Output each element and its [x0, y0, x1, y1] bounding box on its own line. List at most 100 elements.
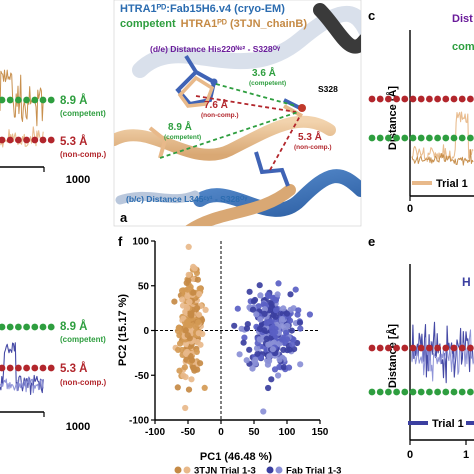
pca-point-fab: [244, 321, 251, 328]
panel-e-dot-green: [417, 388, 425, 396]
left-bottom-reference-dots: [0, 323, 55, 372]
left-top-dot-competent: [23, 96, 30, 104]
panel-e-dot-green: [376, 388, 384, 396]
pca-point-fab: [251, 296, 259, 304]
left-bottom-traces: [0, 342, 44, 396]
distance-76-label: (non-comp.): [201, 112, 239, 119]
pca-point-fab: [276, 356, 283, 363]
pca-point-3tjn: [171, 298, 178, 305]
left-top-trace-brown: [0, 69, 44, 127]
panel-c-trace-brown: [411, 149, 474, 166]
panel-c-x-tick-label-0: 0: [407, 203, 413, 215]
panel-e-dot-red: [442, 344, 450, 352]
left-bottom-competent-label: (competent): [60, 335, 106, 344]
left-bottom-dot-competent: [6, 323, 14, 331]
panel-e-ylabel: Distance [Å]: [386, 324, 399, 389]
pca-point-3tjn: [193, 348, 200, 355]
panel-e-dot-red: [368, 344, 376, 352]
ribbon-dark-top-right: [313, 3, 361, 54]
pca-y-tick-label: -100: [129, 416, 149, 427]
pca-point-3tjn: [180, 372, 187, 379]
pca-point-fab: [255, 303, 262, 310]
panel-c-dot-red: [458, 95, 466, 103]
panel-c-dot-green: [458, 134, 466, 142]
pca-point-fab: [268, 300, 275, 307]
legend-3tjn-dot-1: [174, 466, 182, 474]
panel-e-dot-red: [434, 344, 441, 352]
pca-point-3tjn: [174, 384, 181, 391]
pca-point-3tjn: [194, 305, 201, 312]
pca-point-fab: [287, 291, 294, 298]
panel-c-dot-red: [393, 95, 400, 103]
panel-c-dot-red: [385, 95, 392, 103]
pca-point-3tjn: [197, 341, 204, 348]
left-top-dot-noncomp: [39, 136, 47, 144]
pca-x-axis-label: PC1 (46.48 %): [200, 451, 272, 463]
pca-point-fab: [290, 336, 297, 343]
legend-fab-dot-2: [275, 466, 283, 474]
pca-point-3tjn: [174, 327, 182, 335]
left-bottom-dot-competent: [15, 323, 22, 331]
legend-3tjn-label: 3TJN Trial 1-3: [194, 466, 256, 474]
pca-point-3tjn: [182, 404, 189, 412]
panel-e-dot-red: [409, 344, 417, 352]
pca-point-fab: [283, 329, 290, 336]
structure-panel-a: HTRA1ᴾᴰ:Fab15H6.v4 (cryo-EM) competent HT…: [113, 0, 362, 227]
pca-point-fab: [249, 365, 256, 372]
pca-x-tick-label: 150: [312, 427, 329, 438]
panel-c-trace-tan: [411, 111, 474, 163]
panel-c-dot-green: [442, 134, 450, 142]
panel-c-dot-green: [426, 134, 433, 142]
panel-e-dot-green: [458, 388, 466, 396]
left-top-dot-competent: [31, 96, 39, 104]
pca-point-fab: [265, 384, 272, 392]
pca-point-fab: [246, 288, 253, 295]
pca-point-3tjn: [197, 360, 204, 367]
pca-point-fab: [263, 320, 270, 327]
panel-e-reference-dots: [368, 344, 474, 396]
pca-point-fab: [256, 336, 263, 343]
panel-c-competent-fragment: compe: [452, 41, 474, 53]
pca-point-3tjn: [202, 306, 209, 313]
panel-e-x-tick-label-0: 0: [407, 449, 413, 461]
left-bottom-dot-noncomp: [31, 364, 39, 372]
pca-y-tick-label: 50: [138, 281, 150, 292]
pca-point-fab: [274, 291, 281, 298]
left-bottom-trace-lavender: [0, 376, 44, 394]
left-top-dot-noncomp: [15, 136, 22, 144]
pca-point-3tjn: [184, 348, 191, 355]
left-bottom-noncomp-value: 5.3 Å: [60, 362, 88, 375]
panel-c-dot-red: [426, 95, 433, 103]
panel-e-x-tick-label-1: 1: [463, 449, 469, 461]
panel-e-dot-red: [417, 344, 425, 352]
left-top-dot-competent: [6, 96, 14, 104]
pca-y-axis-label: PC2 (15.17 %): [117, 294, 129, 366]
pca-y-tick-label: -50: [135, 371, 150, 382]
left-top-dot-competent: [39, 96, 47, 104]
left-top-dot-competent: [47, 96, 55, 104]
left-bottom-competent-value: 8.9 Å: [60, 320, 88, 333]
panel-c-dot-green: [409, 134, 417, 142]
pca-point-fab: [275, 280, 282, 287]
pca-point-fab: [266, 353, 273, 360]
pca-point-fab: [280, 364, 287, 371]
left-top-reference-dots: [0, 96, 55, 144]
panel-c-dot-red: [417, 95, 425, 103]
structure-title-rest: HTRA1ᴾᴰ (3TJN_chainB): [181, 18, 308, 30]
pca-point-3tjn: [184, 293, 191, 300]
pca-point-fab: [261, 310, 268, 317]
pca-point-3tjn: [182, 340, 190, 348]
distance-89-label: (competent): [164, 134, 201, 141]
pca-point-fab: [269, 346, 276, 353]
panel-e-dot-red: [401, 344, 409, 352]
legend-fab-dot-1: [266, 466, 274, 474]
panel-c-dot-green: [450, 134, 458, 142]
s328-oxygen: [298, 104, 306, 112]
pca-point-fab: [270, 312, 277, 319]
pca-point-fab: [257, 316, 264, 323]
s328-label: S328: [318, 84, 338, 94]
distance-line-76: [195, 95, 297, 113]
panel-f: f PC2 (15.17 %) PC1 (46.48 %) -100 -50 0 50…: [117, 234, 341, 474]
pca-point-3tjn: [185, 386, 193, 393]
pca-point-fab: [264, 291, 271, 298]
